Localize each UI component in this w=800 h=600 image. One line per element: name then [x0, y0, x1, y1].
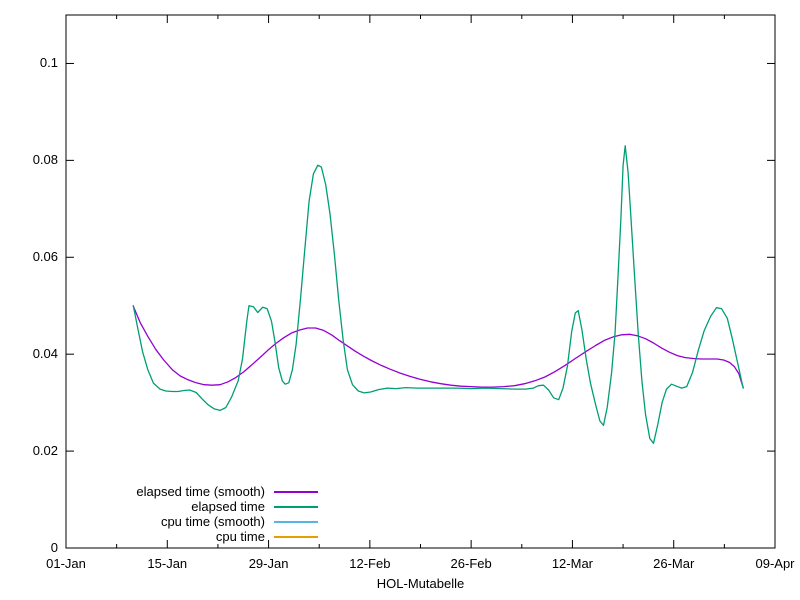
legend-line-sample: [274, 520, 318, 523]
series-line-elapsed-time-smooth-: [132, 305, 744, 389]
x-tick-label: 01-Jan: [46, 556, 86, 571]
y-tick-label: 0.1: [39, 55, 58, 71]
legend-item-cpu-time-smooth: cpu time (smooth): [90, 514, 318, 529]
legend-line-sample: [274, 535, 318, 538]
y-tick-label: 0.02: [32, 443, 58, 459]
y-tick-label: 0.04: [32, 346, 58, 362]
x-tick-label: 12-Mar: [551, 556, 594, 571]
y-tick-label: 0.06: [32, 249, 58, 265]
legend-label: elapsed time: [191, 499, 265, 514]
x-tick-label: 09-Apr: [755, 556, 795, 571]
x-tick-label: 15-Jan: [147, 556, 188, 571]
legend-item-elapsed-time-smooth: elapsed time (smooth): [90, 484, 318, 499]
legend-label: cpu time: [215, 529, 265, 544]
plot-border: [65, 14, 776, 549]
legend-item-elapsed-time: elapsed time: [90, 499, 318, 514]
y-tick-label: 0.08: [32, 152, 58, 168]
x-tick-label: 29-Jan: [248, 556, 289, 571]
x-axis-title: HOL-Mutabelle: [376, 576, 465, 591]
legend-label: cpu time (smooth): [160, 514, 265, 529]
x-tick-label: 26-Mar: [653, 556, 695, 571]
x-tick-label: 26-Feb: [450, 556, 492, 571]
legend-line-sample: [274, 490, 318, 493]
legend-item-cpu-time: cpu time: [90, 529, 318, 544]
series-line-elapsed-time: [132, 145, 744, 444]
legend-label: elapsed time (smooth): [136, 484, 265, 499]
x-tick-label: 12-Feb: [349, 556, 391, 571]
y-tick-label: 0: [50, 540, 58, 555]
legend: elapsed time (smooth) elapsed time cpu t…: [90, 484, 318, 544]
legend-line-sample: [274, 505, 318, 508]
